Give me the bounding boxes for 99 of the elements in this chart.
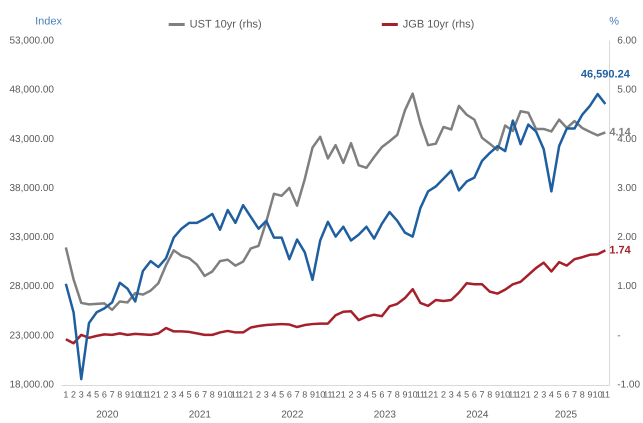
x-tick-label: 1: [63, 390, 68, 400]
x-tick-label: 5: [279, 390, 284, 400]
x-tick-label: 6: [194, 390, 200, 400]
x-tick-label: 3: [356, 390, 362, 400]
x-tick-label: 9: [402, 390, 408, 400]
x-tick-label: 8: [580, 390, 585, 400]
x-tick-label: 11: [138, 390, 148, 400]
x-tick-label: 11: [508, 390, 518, 400]
x-tick-label: 8: [302, 390, 308, 400]
x-tick-label: 3: [448, 390, 454, 400]
x-tick-label: 11: [230, 390, 240, 400]
text: 2023: [374, 410, 396, 420]
x-tick-label: 10: [130, 390, 140, 400]
y-tick-label: 53,000.00: [10, 36, 54, 46]
x-tick-label: 7: [387, 390, 392, 400]
x-tick-label: 2: [533, 390, 538, 400]
x-tick-label: 4: [548, 390, 554, 400]
y-tick-label: 18,000.00: [10, 380, 54, 390]
x-tick-label: 2: [348, 390, 354, 400]
x-tick-label: 8: [394, 390, 400, 400]
y-tick-label: 28,000.00: [10, 281, 54, 292]
x-tick-label: 7: [572, 390, 578, 400]
y-tick-label: 38,000.00: [10, 182, 54, 194]
y2-tick-label: 1.00: [617, 281, 638, 292]
x-tick-label: 6: [379, 390, 384, 400]
x-tick-label: 12: [423, 390, 434, 400]
x-tick-label: 9: [587, 390, 592, 400]
text: 2025: [554, 410, 578, 420]
x-tick-label: 1: [526, 390, 531, 400]
x-tick-label: 3: [541, 390, 546, 400]
x-tick-label: 5: [556, 390, 562, 400]
x-tick-label: 1: [340, 390, 346, 400]
x-tick-label: 1: [248, 390, 254, 400]
x-tick-label: 6: [564, 390, 570, 400]
x-tick-label: 12: [330, 390, 341, 400]
x-tick-label: 9: [217, 390, 223, 400]
x-tick-label: 2: [440, 390, 446, 400]
x-tick-label: 7: [110, 390, 115, 400]
x-tick-label: 9: [494, 390, 500, 400]
y-axis-title: Index: [35, 16, 62, 28]
x-tick-label: 4: [86, 390, 92, 400]
line-series: [64, 249, 607, 344]
y2-axis-title: %: [609, 16, 620, 28]
x-tick-label: 10: [500, 390, 510, 400]
x-tick-label: 5: [94, 390, 100, 400]
legend-label: UST 10yr (rhs): [190, 18, 262, 30]
x-tick-label: 7: [202, 390, 208, 400]
x-tick-label: 2: [256, 390, 262, 400]
y2-tick-label: 6.00: [617, 36, 638, 46]
x-tick-label: 6: [286, 390, 292, 400]
line-series: [64, 92, 607, 312]
legend-label: JGB 10yr (rhs): [402, 18, 474, 30]
y2-tick-label: 5.00: [617, 84, 638, 96]
text: 2024: [466, 410, 489, 420]
x-tick-label: 8: [487, 390, 492, 400]
x-tick-label: 10: [315, 390, 326, 400]
x-tick-label: 10: [222, 390, 233, 400]
x-tick-label: 9: [310, 390, 315, 400]
y-tick-label: 23,000.00: [10, 330, 54, 342]
x-tick-label: 5: [464, 390, 470, 400]
x-tick-label: 2: [71, 390, 76, 400]
y2-tick-label: 3.00: [617, 182, 638, 194]
x-tick-label: 1: [433, 390, 438, 400]
line-series: [64, 92, 607, 380]
y2-tick-label: -1.00: [617, 380, 640, 390]
x-tick-label: 4: [178, 390, 184, 400]
x-tick-label: 8: [117, 390, 122, 400]
x-tick-label: 3: [78, 390, 84, 400]
x-tick-label: 5: [372, 390, 377, 400]
x-tick-label: 9: [125, 390, 130, 400]
x-tick-label: 6: [472, 390, 477, 400]
y2-tick-label: -: [617, 330, 621, 342]
y-tick-label: 48,000.00: [10, 84, 54, 96]
y-tick-label: 33,000.00: [10, 232, 54, 244]
x-tick-label: 10: [408, 390, 418, 400]
data-label: 46,590.24: [580, 68, 631, 80]
x-tick-label: 1: [156, 390, 161, 400]
text: 2022: [281, 410, 304, 420]
text: 2020: [96, 410, 119, 420]
x-tick-label: 12: [146, 390, 156, 400]
x-tick-label: 3: [264, 390, 269, 400]
y-tick-label: 43,000.00: [10, 134, 54, 145]
x-tick-label: 4: [456, 390, 462, 400]
y2-tick-label: 2.00: [617, 232, 638, 244]
x-tick-label: 2: [164, 390, 169, 400]
x-tick-label: 11: [416, 390, 426, 400]
x-tick-label: 8: [210, 390, 215, 400]
text: 2021: [188, 410, 212, 420]
data-label: 1.74: [609, 244, 632, 256]
x-tick-label: 12: [516, 390, 526, 400]
x-tick-label: 6: [102, 390, 107, 400]
x-tick-label: 4: [364, 390, 369, 400]
x-tick-label: 12: [238, 390, 248, 400]
x-tick-label: 7: [480, 390, 485, 400]
x-tick-label: 4: [271, 390, 276, 400]
x-tick-label: 11: [323, 390, 333, 400]
x-tick-label: 7: [294, 390, 300, 400]
x-tick-label: 3: [171, 390, 176, 400]
x-tick-label: 5: [186, 390, 192, 400]
